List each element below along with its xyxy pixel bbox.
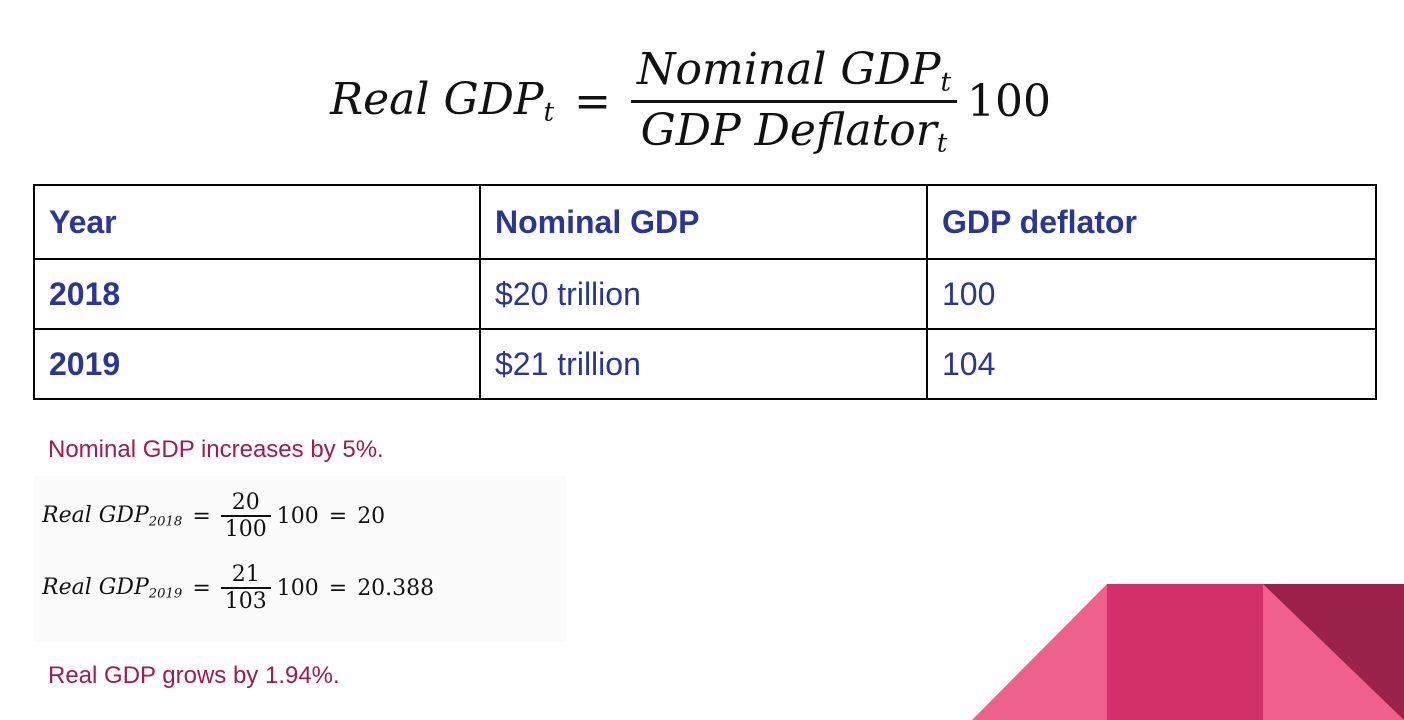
- deco-shape-light-right: [1263, 584, 1404, 720]
- calc-denominator: 100: [224, 517, 267, 542]
- calc-numerator: 21: [231, 562, 260, 587]
- nominal-gdp-note: Nominal GDP increases by 5%.: [48, 436, 384, 463]
- cell-gdp-deflator: 100: [926, 258, 1377, 330]
- formula-equals: =: [574, 75, 611, 127]
- deco-rect-mid: [1107, 584, 1263, 720]
- calc-fraction: 20 100: [220, 490, 271, 542]
- table-row: 2019 $21 trillion 104: [33, 328, 1377, 400]
- calc-result: 20.388: [357, 575, 435, 601]
- formula-lhs: Real GDPt: [330, 74, 555, 128]
- calc-real-gdp-2018: Real GDP2018 = 20 100 100 = 20: [42, 490, 385, 542]
- calc-equals: =: [192, 503, 211, 529]
- gdp-table: Year Nominal GDP GDP deflator 2018 $20 t…: [33, 184, 1377, 400]
- header-gdp-deflator: GDP deflator: [926, 184, 1377, 260]
- formula-fraction: Nominal GDPt GDP Deflatort: [630, 43, 958, 159]
- fraction-bar: [220, 515, 271, 517]
- calc-multiplier: 100: [276, 503, 319, 529]
- cell-gdp-deflator: 104: [926, 328, 1377, 400]
- formula-numerator: Nominal GDPt: [636, 43, 952, 98]
- deco-triangle-dark: [1263, 584, 1404, 720]
- calc-lhs: Real GDP2019: [42, 574, 183, 602]
- fraction-bar: [220, 587, 271, 589]
- header-nominal-gdp: Nominal GDP: [479, 184, 928, 260]
- header-year: Year: [33, 184, 481, 260]
- real-gdp-note: Real GDP grows by 1.94%.: [48, 662, 340, 689]
- table-row: 2018 $20 trillion 100: [33, 258, 1377, 330]
- calc-multiplier: 100: [276, 575, 319, 601]
- cell-year: 2019: [33, 328, 481, 400]
- calc-real-gdp-2019: Real GDP2019 = 21 103 100 = 20.388: [42, 562, 434, 614]
- calc-equals-2: =: [328, 575, 348, 601]
- real-gdp-formula: Real GDPt = Nominal GDPt GDP Deflatort 1…: [330, 36, 1051, 166]
- calculation-block: Real GDP2018 = 20 100 100 = 20 Real GDP2…: [34, 476, 566, 642]
- calc-equals: =: [192, 575, 211, 601]
- fraction-bar: [630, 99, 958, 103]
- cell-nominal-gdp: $21 trillion: [479, 328, 928, 400]
- calc-result: 20: [357, 503, 386, 529]
- calc-equals-2: =: [328, 503, 348, 529]
- cell-year: 2018: [33, 258, 481, 330]
- cell-nominal-gdp: $20 trillion: [479, 258, 928, 330]
- calc-numerator: 20: [231, 490, 260, 515]
- formula-denominator: GDP Deflatort: [640, 104, 948, 159]
- deco-triangle-light: [972, 584, 1107, 720]
- calc-fraction: 21 103: [220, 562, 271, 614]
- calc-lhs: Real GDP2018: [42, 502, 183, 530]
- calc-denominator: 103: [224, 589, 267, 614]
- table-header-row: Year Nominal GDP GDP deflator: [33, 184, 1377, 260]
- formula-multiplier: 100: [967, 75, 1052, 127]
